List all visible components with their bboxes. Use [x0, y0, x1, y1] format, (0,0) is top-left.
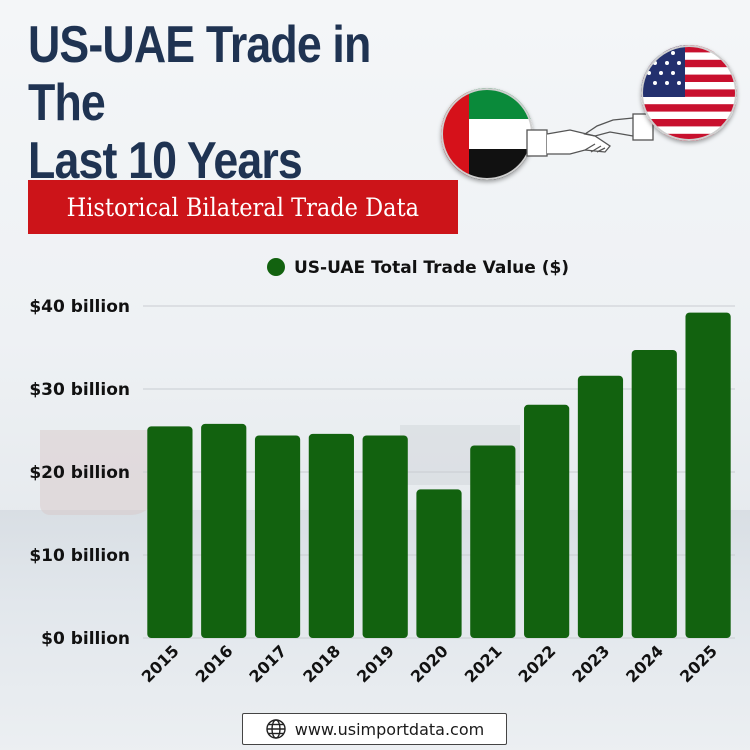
y-tick-label: $40 billion: [29, 297, 130, 317]
bar-2022: [524, 404, 570, 638]
x-tick-label: 2023: [568, 641, 613, 686]
subtitle-text: Historical Bilateral Trade Data: [66, 192, 420, 222]
globe-icon: [266, 719, 286, 739]
bar-2019: [362, 435, 408, 638]
bar-2023: [577, 375, 624, 638]
x-tick-label: 2024: [622, 641, 667, 686]
x-tick-label: 2025: [676, 641, 721, 686]
footer-url-box[interactable]: www.usimportdata.com: [242, 713, 507, 745]
bar-chart: US-UAE Total Trade Value ($) $0 billion $1…: [29, 258, 735, 686]
subtitle-banner: Historical Bilateral Trade Data: [28, 180, 458, 234]
y-tick-label: $30 billion: [29, 380, 130, 400]
us-flag-icon: [641, 45, 737, 141]
uae-flag-icon: [441, 88, 533, 180]
legend-label: US-UAE Total Trade Value ($): [294, 258, 569, 278]
bar-2024: [631, 349, 677, 638]
bar-2016: [201, 423, 247, 638]
y-tick-label: $20 billion: [29, 463, 130, 483]
bar-2020: [416, 489, 462, 638]
y-tick-label: $0 billion: [41, 629, 130, 649]
handshake-icon: [526, 113, 654, 157]
x-tick-label: 2019: [353, 641, 398, 686]
x-tick-label: 2021: [461, 641, 506, 686]
x-tick-label: 2018: [299, 641, 344, 686]
title-line-1: US-UAE Trade in The: [28, 16, 371, 132]
x-tick-label: 2022: [515, 641, 560, 686]
x-tick-label: 2016: [192, 641, 237, 686]
legend-marker: [267, 258, 285, 276]
background-ship: [40, 430, 160, 515]
bar-2021: [470, 445, 516, 638]
bar-2025: [685, 312, 731, 638]
page-title: US-UAE Trade in The Last 10 Years: [28, 16, 389, 190]
bar-2017: [254, 435, 301, 638]
x-tick-label: 2017: [245, 641, 290, 686]
bar-2018: [308, 433, 354, 638]
bar-2015: [147, 426, 193, 638]
x-tick-label: 2020: [407, 641, 452, 686]
y-tick-label: $10 billion: [29, 546, 130, 566]
footer-url[interactable]: www.usimportdata.com: [294, 719, 485, 739]
x-tick-label: 2015: [138, 641, 183, 686]
